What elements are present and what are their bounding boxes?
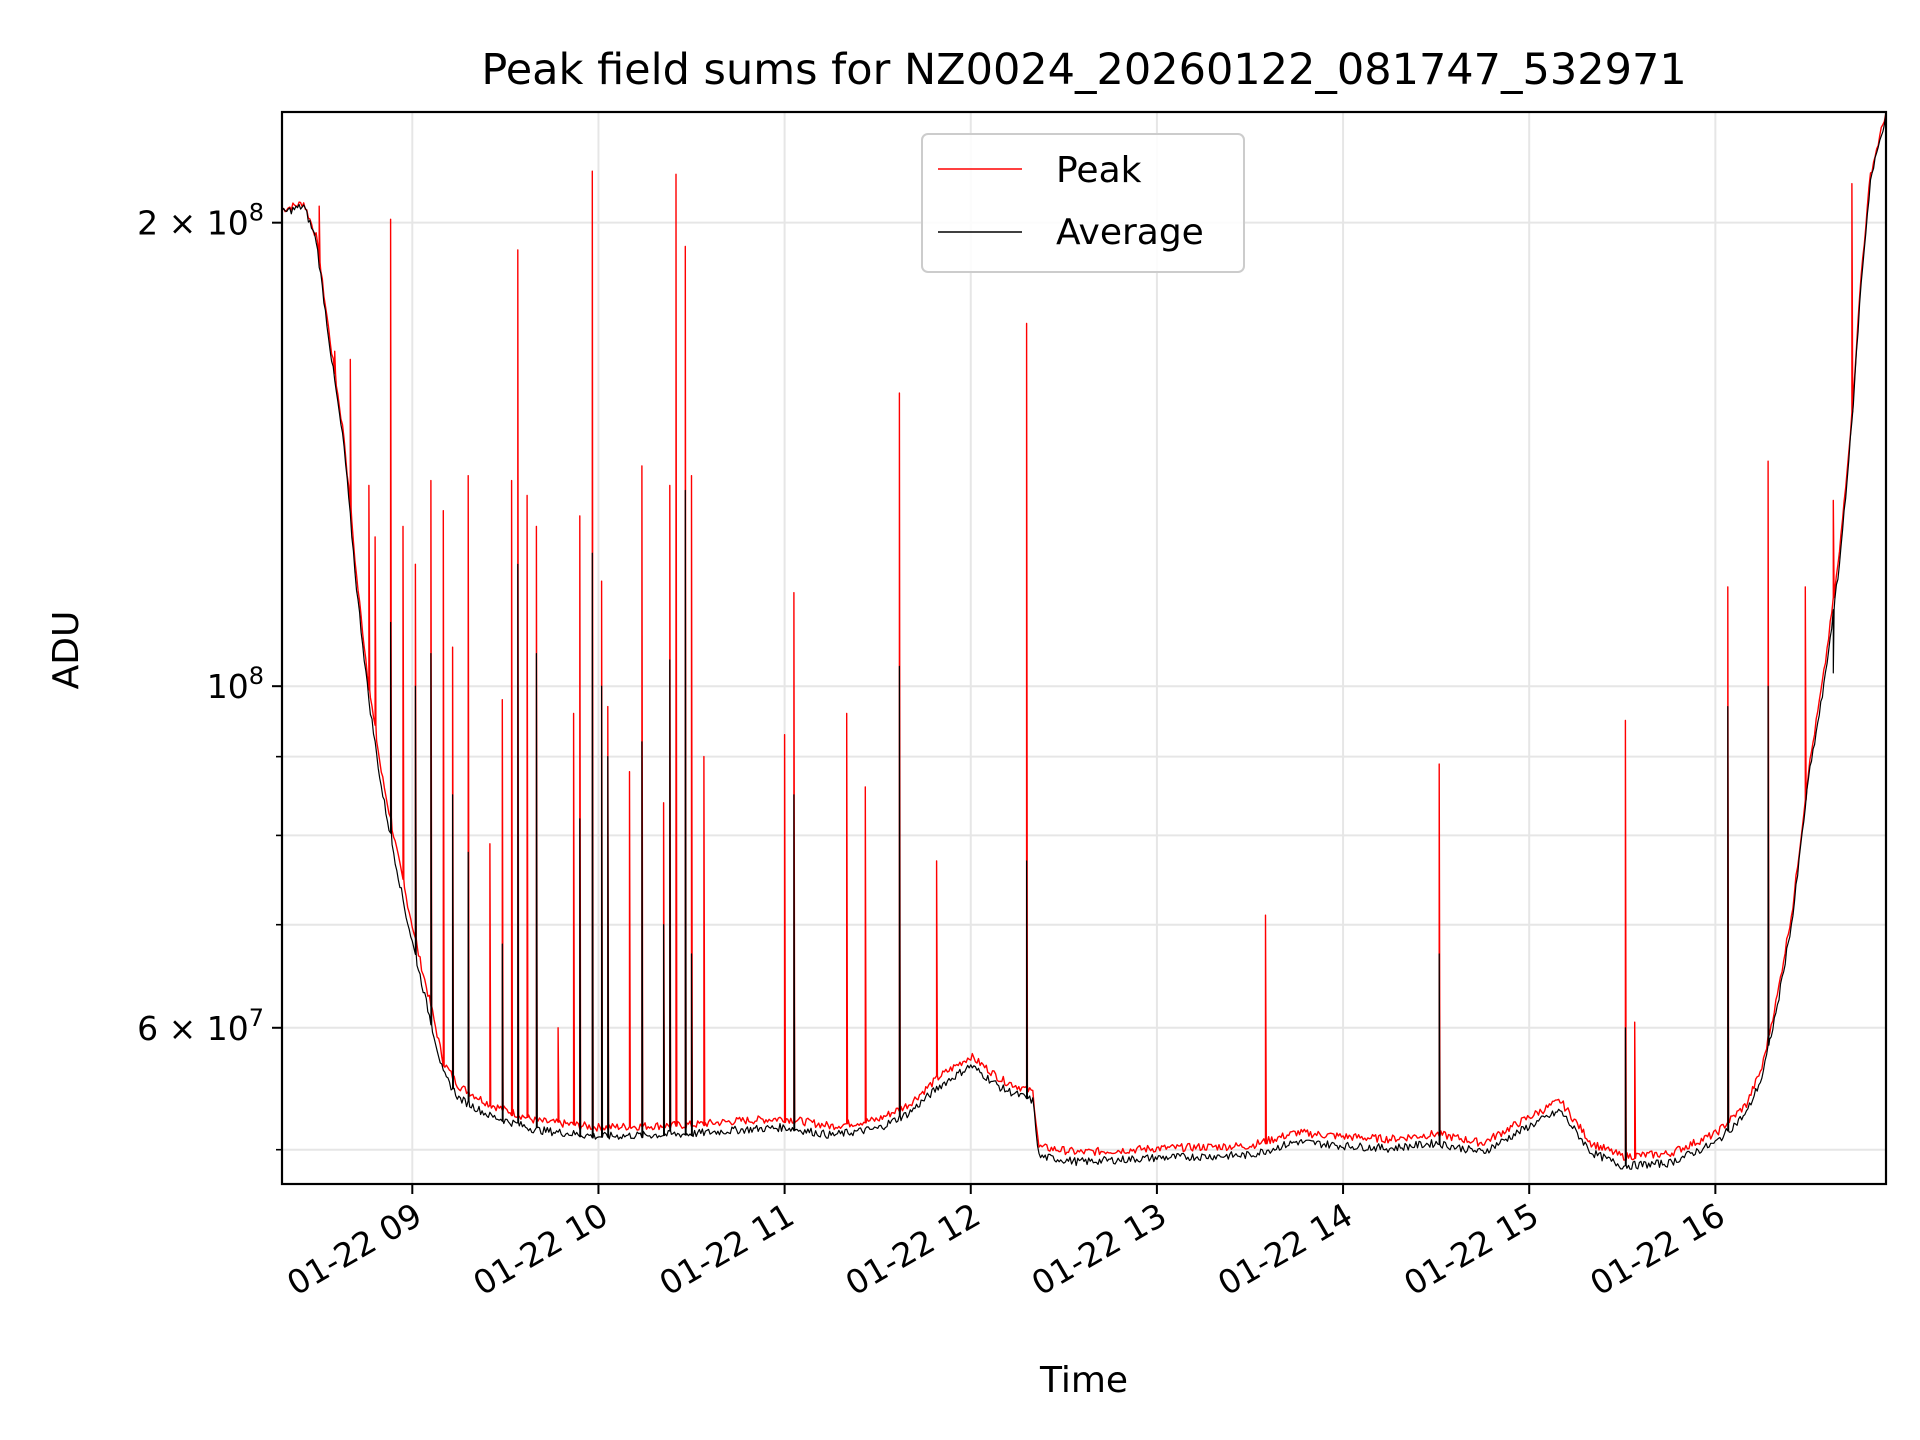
y-tick-label: 108 — [207, 662, 264, 706]
chart-title: Peak field sums for NZ0024_20260122_0817… — [481, 45, 1686, 95]
y-tick-label: 2 × 108 — [137, 199, 264, 243]
legend: Peak Average — [921, 133, 1245, 273]
series-line-peak — [281, 112, 1887, 1161]
x-axis-label: Time — [1039, 1360, 1128, 1401]
legend-label-peak: Peak — [1056, 150, 1142, 191]
y-axis-label: ADU — [46, 611, 87, 690]
series-line-average — [281, 111, 1887, 1170]
y-tick-label: 6 × 107 — [137, 1004, 264, 1048]
legend-label-average: Average — [1056, 212, 1204, 253]
plot-frame — [280, 110, 1888, 1186]
plot-series — [281, 111, 1887, 1170]
